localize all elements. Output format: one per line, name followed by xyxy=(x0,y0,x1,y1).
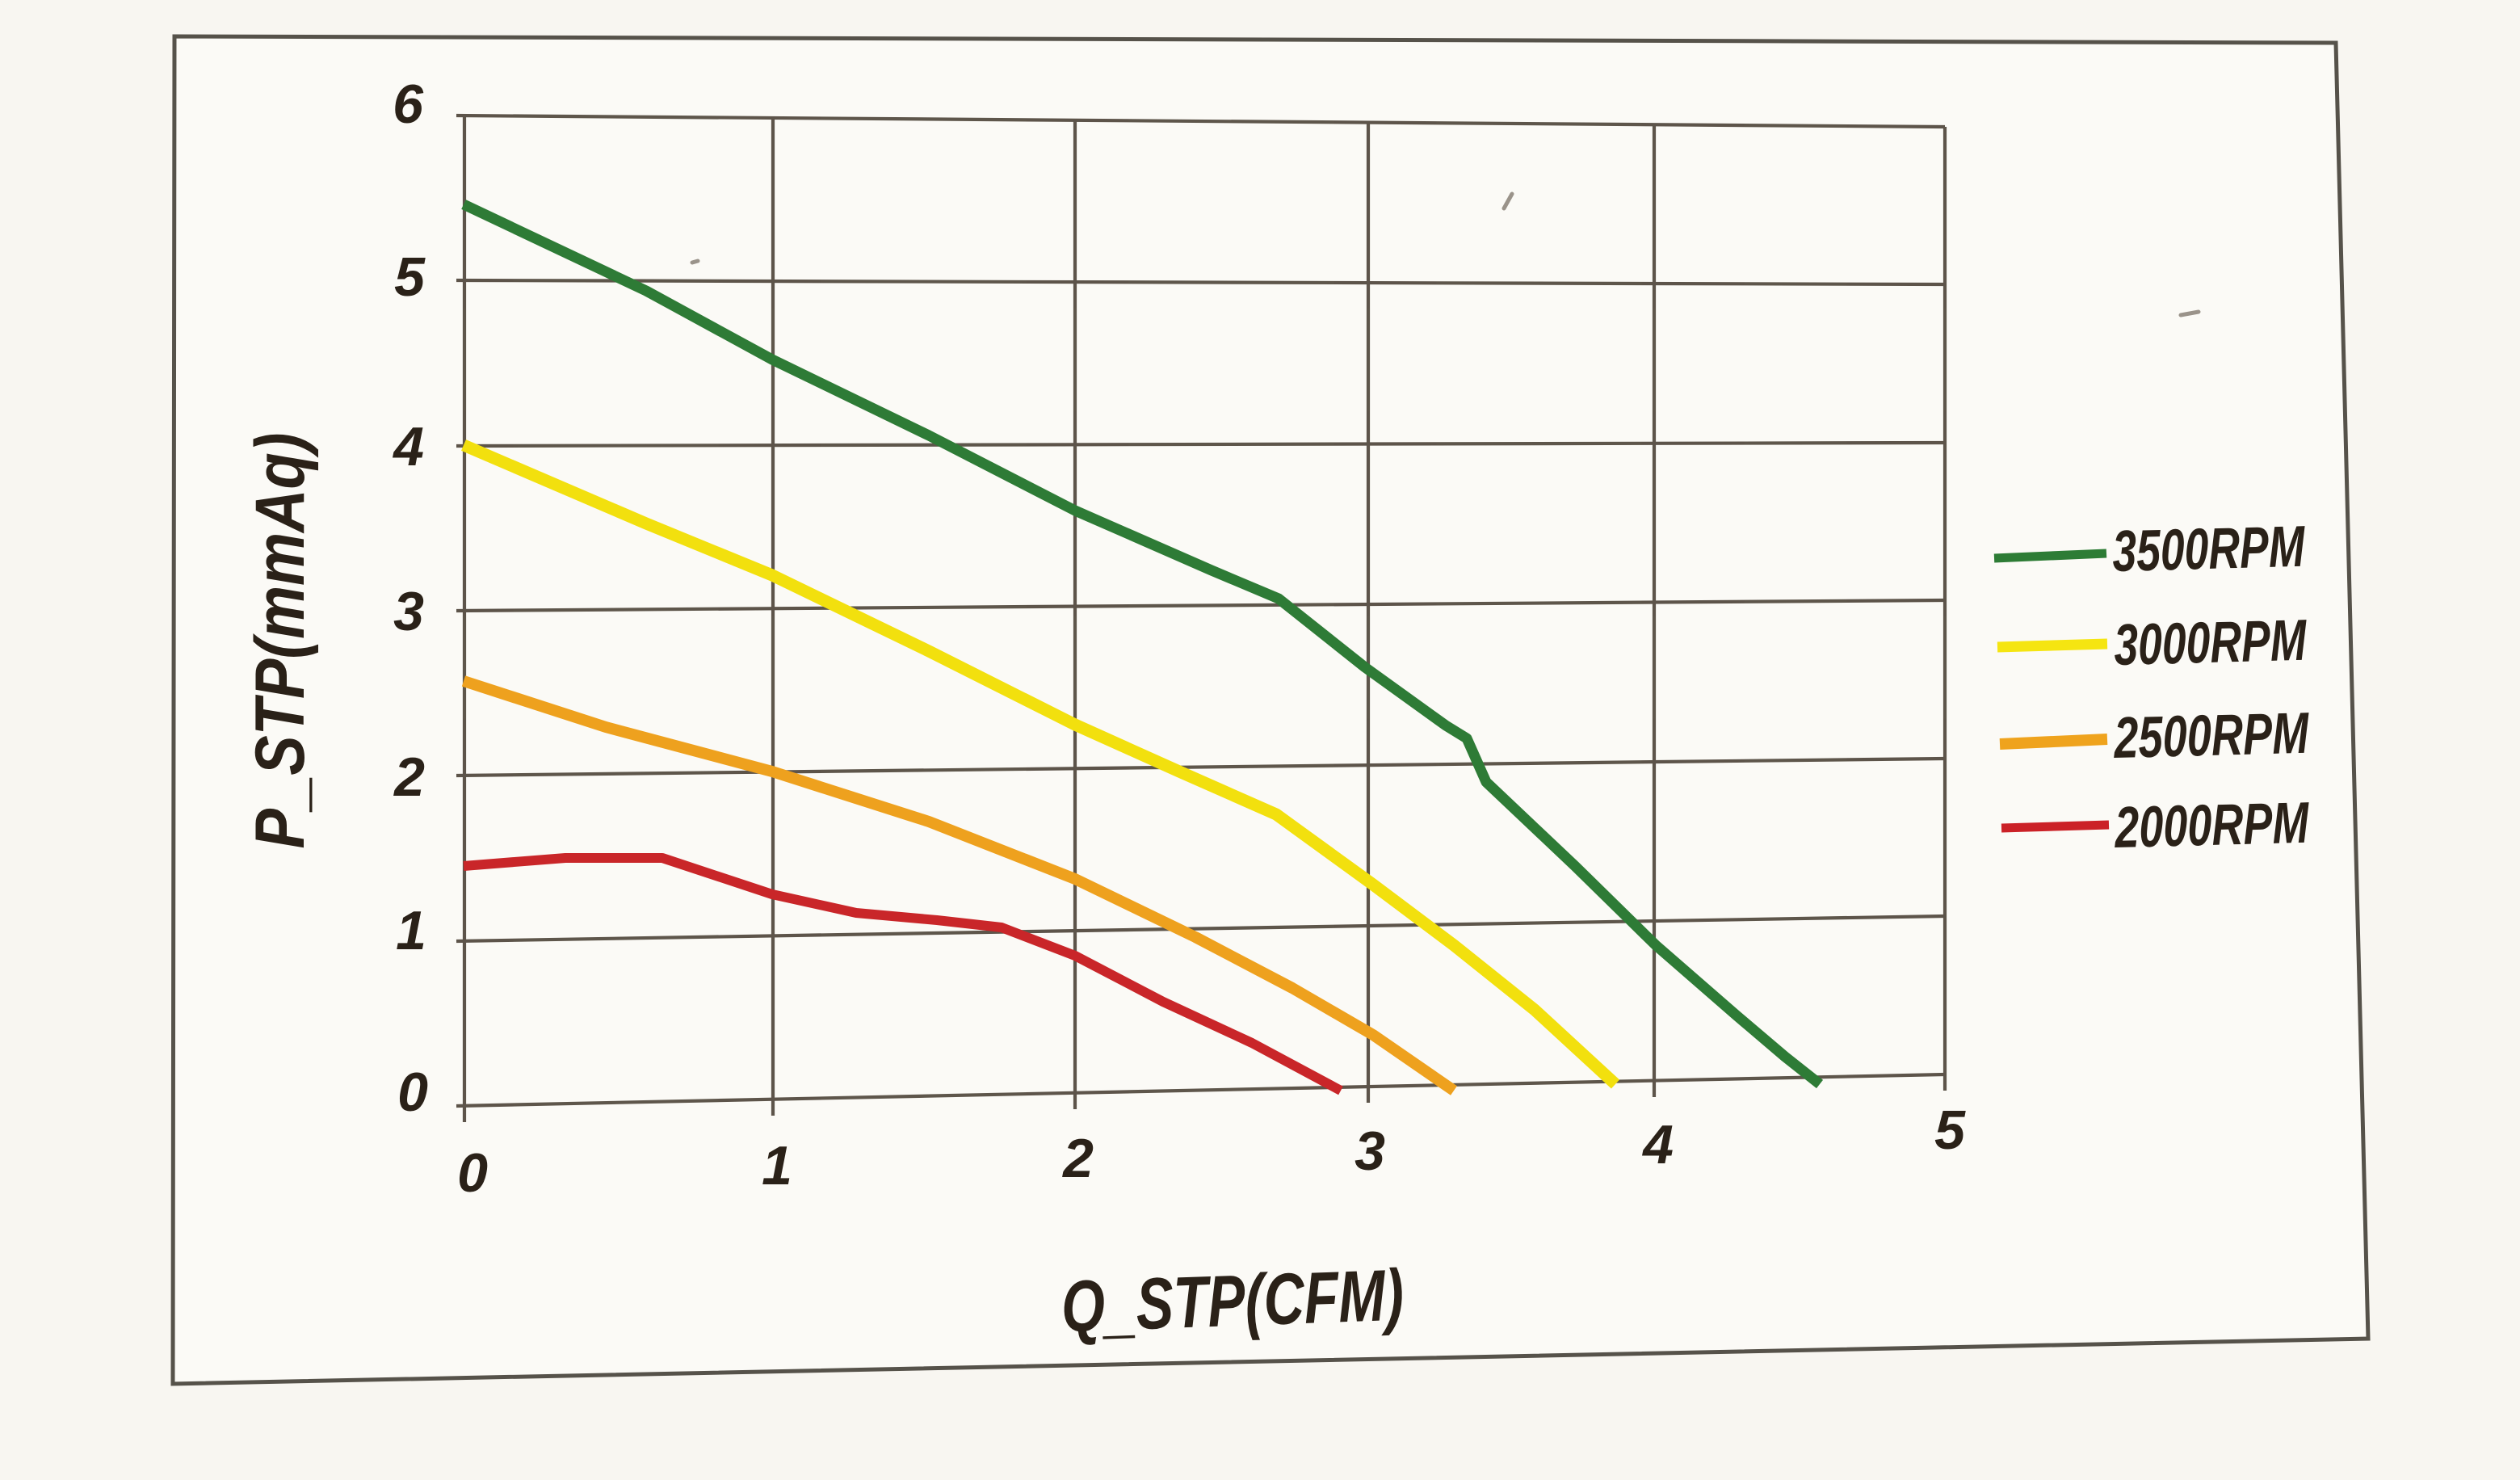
svg-text:0: 0 xyxy=(397,1062,428,1123)
svg-text:3500RPM: 3500RPM xyxy=(2111,515,2307,584)
svg-text:Q_STP(CFM): Q_STP(CFM) xyxy=(1060,1255,1405,1348)
svg-text:5: 5 xyxy=(1934,1099,1966,1161)
svg-text:P_STP(mmAq): P_STP(mmAq) xyxy=(242,433,319,849)
svg-text:4: 4 xyxy=(1641,1114,1674,1175)
svg-text:2500RPM: 2500RPM xyxy=(2112,701,2311,771)
svg-text:1: 1 xyxy=(762,1135,792,1196)
svg-text:3000RPM: 3000RPM xyxy=(2113,608,2308,678)
svg-text:2: 2 xyxy=(1061,1128,1094,1189)
svg-text:2000RPM: 2000RPM xyxy=(2113,791,2311,860)
svg-text:1: 1 xyxy=(396,900,426,961)
svg-text:2: 2 xyxy=(393,746,425,808)
svg-text:0: 0 xyxy=(457,1142,488,1204)
svg-text:3: 3 xyxy=(1354,1121,1385,1182)
svg-text:5: 5 xyxy=(394,246,426,308)
svg-text:4: 4 xyxy=(392,416,424,477)
svg-text:6: 6 xyxy=(393,74,424,135)
svg-text:3: 3 xyxy=(393,581,424,642)
